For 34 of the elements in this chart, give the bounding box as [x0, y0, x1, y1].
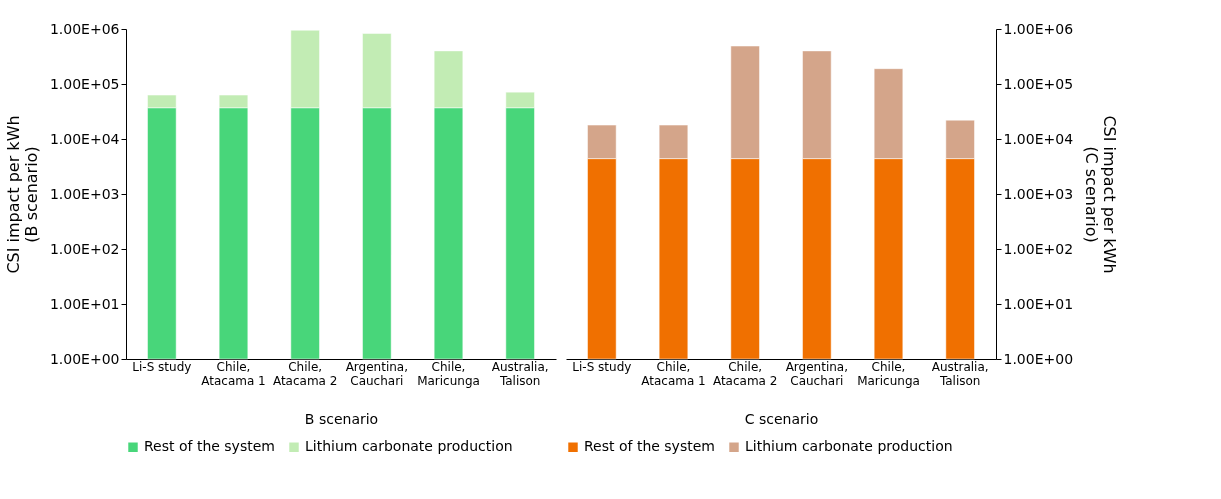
y-tick-label: 1.00E+02 — [49, 240, 120, 257]
y2-axis-title: CSI impact per kWh (C scenario) — [1082, 115, 1120, 274]
y2-tick-label: 1.00E+05 — [1003, 75, 1074, 92]
x-tick-label: Argentina, Cauchari — [785, 359, 849, 388]
x-tick-label: Chile, Atacama 2 — [712, 359, 778, 388]
y-tick-label: 1.00E+05 — [49, 75, 120, 92]
y-tick-label: 1.00E+06 — [49, 20, 120, 37]
x-tick-label: Australia, Talison — [491, 359, 549, 388]
y2-tick-label: 1.00E+04 — [1003, 130, 1074, 147]
legend-label: Lithium carbonate production — [745, 438, 953, 455]
y-axis-title: CSI impact per kWh (B scenario) — [3, 115, 41, 274]
legend-label: Rest of the system — [144, 438, 275, 455]
x-tick-label: Chile, Atacama 1 — [641, 359, 706, 388]
x-axis-title: B scenario — [304, 410, 379, 427]
y2-tick-label: 1.00E+03 — [1003, 185, 1074, 202]
x-tick-label: Chile, Atacama 2 — [272, 359, 338, 388]
y-tick-label: 1.00E+03 — [49, 185, 120, 202]
y-tick-label: 1.00E+04 — [49, 130, 120, 147]
x-tick-label: Li-S study — [572, 359, 632, 374]
x-tick-label: Chile, Atacama 1 — [201, 359, 266, 388]
legend-label: Lithium carbonate production — [305, 438, 513, 455]
x-tick-label: Argentina, Cauchari — [345, 359, 409, 388]
x-tick-label: Chile, Maricunga — [417, 359, 480, 388]
y2-tick-label: 1.00E+02 — [1003, 240, 1074, 257]
x-tick-label: Li-S study — [132, 359, 192, 374]
x-tick-label: Chile, Maricunga — [857, 359, 920, 388]
y2-tick-label: 1.00E+01 — [1003, 295, 1074, 312]
x-axis-title: C scenario — [744, 410, 819, 427]
y2-tick-label: 1.00E+00 — [1003, 350, 1074, 367]
x-tick-label: Australia, Talison — [931, 359, 989, 388]
y-tick-label: 1.00E+01 — [49, 295, 120, 312]
y2-tick-label: 1.00E+06 — [1003, 20, 1074, 37]
legend-label: Rest of the system — [584, 438, 715, 455]
y-tick-label: 1.00E+00 — [49, 350, 120, 367]
